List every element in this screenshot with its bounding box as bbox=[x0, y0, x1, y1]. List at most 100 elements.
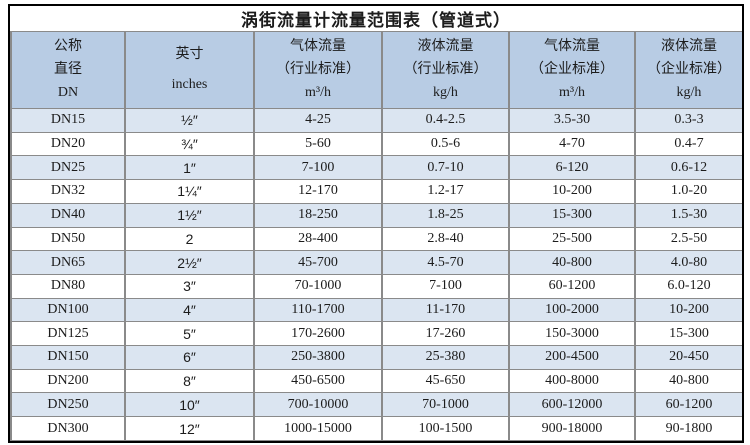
cell-liquid-industry: 25-380 bbox=[381, 345, 510, 370]
cell-inches: 2 bbox=[124, 226, 255, 252]
cell-gas-enterprise: 4-70 bbox=[508, 131, 636, 157]
cell-liquid-enterprise: 2.5-50 bbox=[634, 226, 742, 252]
cell-gas-industry: 12-170 bbox=[253, 179, 383, 204]
cell-liquid-enterprise: 20-450 bbox=[634, 345, 742, 370]
cell-liquid-enterprise: 90-1800 bbox=[634, 416, 742, 441]
cell-gas-enterprise: 10-200 bbox=[508, 179, 636, 204]
cell-liquid-industry: 45-650 bbox=[381, 368, 510, 394]
header-line: 直径 bbox=[54, 61, 82, 77]
header-line: 英寸 bbox=[175, 46, 204, 62]
header-line: （企业标准） bbox=[530, 61, 614, 77]
cell-gas-enterprise: 600-12000 bbox=[508, 392, 636, 418]
cell-dn: DN300 bbox=[10, 416, 126, 441]
cell-dn: DN150 bbox=[10, 345, 126, 370]
table-row: DN300 12″ 1000-15000 100-1500 900-18000 90-18… bbox=[10, 416, 742, 441]
cell-gas-enterprise: 400-8000 bbox=[508, 368, 636, 394]
cell-liquid-enterprise: 15-300 bbox=[634, 321, 742, 347]
cell-gas-enterprise: 40-800 bbox=[508, 250, 636, 275]
cell-liquid-industry: 100-1500 bbox=[381, 416, 510, 441]
header-line: m³/h bbox=[559, 84, 585, 100]
cell-liquid-industry: 0.5-6 bbox=[381, 131, 510, 157]
cell-liquid-industry: 11-170 bbox=[381, 297, 510, 323]
table-row: DN125 5″ 170-2600 17-260 150-3000 15-300 bbox=[10, 321, 742, 347]
cell-liquid-industry: 4.5-70 bbox=[381, 250, 510, 275]
header-cell-dn: 公称直径 DN bbox=[10, 32, 126, 109]
cell-dn: DN25 bbox=[10, 155, 126, 181]
table-row: DN150 6″ 250-3800 25-380 200-4500 20-450 bbox=[10, 345, 742, 370]
table-row: DN80 3″ 70-1000 7-100 60-1200 6.0-120 bbox=[10, 273, 742, 299]
cell-liquid-industry: 7-100 bbox=[381, 273, 510, 299]
header-line: （行业标准） bbox=[403, 61, 488, 77]
table-row: DN25 1″ 7-100 0.7-10 6-120 0.6-12 bbox=[10, 155, 742, 181]
cell-liquid-enterprise: 40-800 bbox=[634, 368, 742, 394]
header-row: 公称直径 DN 英寸 inches 气体流量 （行业标准） m³/h 液体流量 （行业标准） kg… bbox=[10, 32, 742, 109]
cell-gas-industry: 1000-15000 bbox=[253, 416, 383, 441]
cell-gas-enterprise: 200-4500 bbox=[508, 345, 636, 370]
cell-liquid-industry: 70-1000 bbox=[381, 392, 510, 418]
cell-gas-industry: 45-700 bbox=[253, 250, 383, 275]
cell-gas-industry: 4-25 bbox=[253, 108, 383, 133]
table-row: DN15 ½″ 4-25 0.4-2.5 3.5-30 0.3-3 bbox=[10, 108, 742, 133]
cell-dn: DN65 bbox=[10, 250, 126, 275]
header-cell-liquid-enterprise: 液体流量 （企业标准） kg/h bbox=[634, 32, 742, 109]
cell-liquid-industry: 17-260 bbox=[381, 321, 510, 347]
header-line: m³/h bbox=[305, 84, 331, 100]
cell-inches: 12″ bbox=[124, 416, 255, 441]
cell-gas-industry: 28-400 bbox=[253, 226, 383, 252]
cell-gas-industry: 700-10000 bbox=[253, 392, 383, 418]
cell-gas-enterprise: 100-2000 bbox=[508, 297, 636, 323]
table-grid: 公称直径 DN 英寸 inches 气体流量 （行业标准） m³/h 液体流量 （行业标准） kg… bbox=[10, 32, 742, 441]
cell-gas-enterprise: 60-1200 bbox=[508, 273, 636, 299]
header-line: 气体流量 bbox=[290, 38, 346, 54]
table-row: DN32 1¼″ 12-170 1.2-17 10-200 1.0-20 bbox=[10, 179, 742, 204]
header-line: 公称 bbox=[54, 38, 82, 54]
cell-liquid-enterprise: 0.4-7 bbox=[634, 131, 742, 157]
header-line: （企业标准） bbox=[647, 61, 731, 77]
cell-liquid-enterprise: 0.6-12 bbox=[634, 155, 742, 181]
cell-liquid-industry: 1.8-25 bbox=[381, 202, 510, 228]
cell-gas-industry: 5-60 bbox=[253, 131, 383, 157]
table-row: DN200 8″ 450-6500 45-650 400-8000 40-800 bbox=[10, 368, 742, 394]
cell-liquid-industry: 2.8-40 bbox=[381, 226, 510, 252]
header-line: 气体流量 bbox=[544, 38, 600, 54]
table-row: DN100 4″ 110-1700 11-170 100-2000 10-200 bbox=[10, 297, 742, 323]
cell-liquid-enterprise: 6.0-120 bbox=[634, 273, 742, 299]
table-row: DN250 10″ 700-10000 70-1000 600-12000 60-1200 bbox=[10, 392, 742, 418]
cell-gas-enterprise: 900-18000 bbox=[508, 416, 636, 441]
cell-dn: DN125 bbox=[10, 321, 126, 347]
header-cell-inches: 英寸 inches bbox=[124, 32, 255, 109]
header-line: DN bbox=[57, 84, 79, 100]
cell-inches: 10″ bbox=[124, 392, 255, 418]
table-row: DN65 2½″ 45-700 4.5-70 40-800 4.0-80 bbox=[10, 250, 742, 275]
cell-inches: ½″ bbox=[124, 108, 255, 133]
cell-liquid-enterprise: 0.3-3 bbox=[634, 108, 742, 133]
cell-inches: ¾″ bbox=[124, 131, 255, 157]
cell-liquid-enterprise: 60-1200 bbox=[634, 392, 742, 418]
header-line: inches bbox=[171, 77, 208, 93]
cell-gas-industry: 110-1700 bbox=[253, 297, 383, 323]
cell-liquid-industry: 1.2-17 bbox=[381, 179, 510, 204]
cell-liquid-enterprise: 1.5-30 bbox=[634, 202, 742, 228]
header-line: kg/h bbox=[676, 84, 702, 100]
cell-dn: DN50 bbox=[10, 226, 126, 252]
cell-gas-industry: 450-6500 bbox=[253, 368, 383, 394]
cell-liquid-enterprise: 1.0-20 bbox=[634, 179, 742, 204]
cell-gas-industry: 7-100 bbox=[253, 155, 383, 181]
cell-gas-enterprise: 3.5-30 bbox=[508, 108, 636, 133]
cell-inches: 3″ bbox=[124, 273, 255, 299]
cell-gas-industry: 170-2600 bbox=[253, 321, 383, 347]
table-row: DN40 1½″ 18-250 1.8-25 15-300 1.5-30 bbox=[10, 202, 742, 228]
cell-gas-industry: 70-1000 bbox=[253, 273, 383, 299]
table-title: 涡街流量计流量范围表（管道式） bbox=[10, 6, 742, 32]
header-line: （行业标准） bbox=[276, 61, 360, 77]
header-line: 液体流量 bbox=[661, 38, 717, 54]
header-line: kg/h bbox=[433, 84, 458, 100]
flow-data-table: 公称直径 DN 英寸 inches 气体流量 （行业标准） m³/h 液体流量 （行业标准） kg… bbox=[10, 32, 742, 441]
cell-dn: DN100 bbox=[10, 297, 126, 323]
cell-inches: 4″ bbox=[124, 297, 255, 323]
cell-dn: DN20 bbox=[10, 131, 126, 157]
cell-inches: 1½″ bbox=[124, 202, 255, 228]
cell-gas-enterprise: 6-120 bbox=[508, 155, 636, 181]
table-row: DN20 ¾″ 5-60 0.5-6 4-70 0.4-7 bbox=[10, 131, 742, 157]
